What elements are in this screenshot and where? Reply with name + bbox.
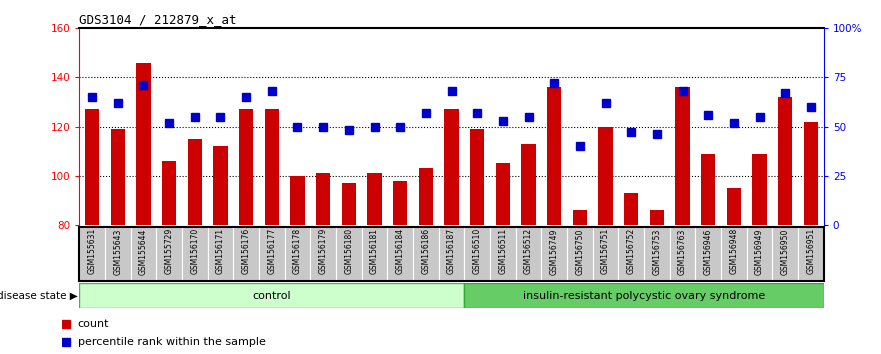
Text: insulin-resistant polycystic ovary syndrome: insulin-resistant polycystic ovary syndr…: [523, 291, 766, 301]
Bar: [701, 154, 715, 225]
Text: GSM156950: GSM156950: [781, 228, 789, 275]
Text: GSM156946: GSM156946: [704, 228, 713, 275]
Bar: [310, 227, 336, 281]
Bar: [342, 183, 356, 225]
Bar: [496, 164, 510, 225]
Bar: [316, 173, 330, 225]
Text: GSM156512: GSM156512: [524, 228, 533, 274]
Bar: [362, 227, 388, 281]
Bar: [137, 63, 151, 225]
Bar: [644, 227, 670, 281]
Bar: [670, 227, 695, 281]
Bar: [598, 126, 612, 225]
Text: GSM156752: GSM156752: [626, 228, 636, 274]
Text: GSM155643: GSM155643: [114, 228, 122, 275]
Bar: [259, 227, 285, 281]
Text: GSM156187: GSM156187: [447, 228, 456, 274]
Text: GSM156949: GSM156949: [755, 228, 764, 275]
Bar: [593, 227, 618, 281]
Text: GSM155644: GSM155644: [139, 228, 148, 275]
Bar: [111, 129, 125, 225]
Bar: [522, 144, 536, 225]
Bar: [85, 109, 100, 225]
Text: GSM156510: GSM156510: [473, 228, 482, 274]
Bar: [285, 227, 310, 281]
Bar: [439, 227, 464, 281]
Bar: [490, 227, 515, 281]
Bar: [413, 227, 439, 281]
Text: GSM156750: GSM156750: [575, 228, 584, 275]
Bar: [79, 227, 105, 281]
Bar: [418, 168, 433, 225]
Bar: [265, 109, 279, 225]
Text: GSM156184: GSM156184: [396, 228, 404, 274]
Bar: [547, 87, 561, 225]
Bar: [291, 176, 305, 225]
Text: GSM156171: GSM156171: [216, 228, 225, 274]
Bar: [573, 210, 587, 225]
Bar: [624, 193, 638, 225]
Text: GSM156951: GSM156951: [806, 228, 816, 274]
Bar: [515, 227, 541, 281]
Bar: [388, 227, 413, 281]
Text: control: control: [253, 291, 291, 301]
Text: GSM156763: GSM156763: [678, 228, 687, 275]
Bar: [156, 227, 182, 281]
Bar: [367, 173, 381, 225]
Bar: [208, 227, 233, 281]
Bar: [393, 181, 407, 225]
Bar: [727, 188, 741, 225]
Bar: [618, 227, 644, 281]
Text: GSM156181: GSM156181: [370, 228, 379, 274]
Bar: [233, 227, 259, 281]
Text: GSM156180: GSM156180: [344, 228, 353, 274]
Bar: [182, 227, 208, 281]
Text: GSM156170: GSM156170: [190, 228, 199, 274]
Text: GSM156751: GSM156751: [601, 228, 610, 274]
Bar: [778, 97, 792, 225]
Text: GSM156753: GSM156753: [652, 228, 662, 275]
Bar: [464, 283, 824, 308]
Text: GSM156948: GSM156948: [729, 228, 738, 274]
Text: count: count: [78, 319, 109, 329]
Bar: [464, 227, 490, 281]
Bar: [798, 227, 824, 281]
Bar: [752, 154, 766, 225]
Text: GSM156177: GSM156177: [267, 228, 277, 274]
Bar: [747, 227, 773, 281]
Text: GSM156176: GSM156176: [241, 228, 251, 274]
Bar: [695, 227, 721, 281]
Bar: [470, 129, 485, 225]
Text: percentile rank within the sample: percentile rank within the sample: [78, 337, 265, 347]
Bar: [213, 146, 227, 225]
Bar: [803, 122, 818, 225]
Bar: [239, 109, 253, 225]
Text: GSM155729: GSM155729: [165, 228, 174, 274]
Bar: [336, 227, 362, 281]
Bar: [567, 227, 593, 281]
Text: GDS3104 / 212879_x_at: GDS3104 / 212879_x_at: [79, 13, 237, 26]
Bar: [721, 227, 747, 281]
Text: GSM156179: GSM156179: [319, 228, 328, 274]
Text: GSM156186: GSM156186: [421, 228, 430, 274]
Bar: [541, 227, 567, 281]
Text: GSM156511: GSM156511: [499, 228, 507, 274]
Text: GSM156178: GSM156178: [293, 228, 302, 274]
Bar: [188, 139, 202, 225]
Bar: [676, 87, 690, 225]
Bar: [444, 109, 459, 225]
Text: GSM156749: GSM156749: [550, 228, 559, 275]
Bar: [79, 283, 464, 308]
Text: GSM155631: GSM155631: [87, 228, 97, 274]
Bar: [162, 161, 176, 225]
Bar: [650, 210, 664, 225]
Bar: [130, 227, 156, 281]
Bar: [105, 227, 130, 281]
Bar: [773, 227, 798, 281]
Text: disease state ▶: disease state ▶: [0, 291, 78, 301]
